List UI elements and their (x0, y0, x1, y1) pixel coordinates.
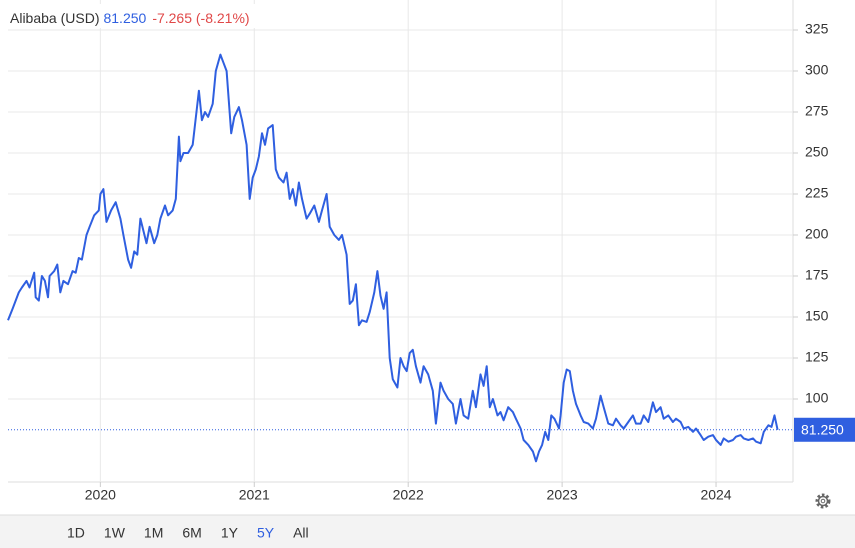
y-tick-label: 200 (805, 226, 829, 242)
last-price-box (794, 417, 855, 442)
gear-teeth[interactable] (815, 493, 831, 509)
y-tick-label: 125 (805, 349, 829, 365)
range-button[interactable]: 5Y (257, 525, 275, 541)
range-button[interactable]: 1Y (221, 525, 239, 541)
last-price-label: 81.250 (801, 421, 844, 437)
y-tick-label: 100 (805, 390, 829, 406)
gear-ring[interactable] (817, 495, 829, 507)
range-button[interactable]: All (293, 525, 309, 541)
header-change: -7.265 (-8.21%) (152, 10, 249, 26)
y-tick-label: 250 (805, 144, 829, 160)
header-bg (0, 4, 280, 28)
range-button[interactable]: 1W (104, 525, 126, 541)
header: Alibaba (USD) 81.250 -7.265 (-8.21%) (10, 10, 250, 26)
header-price: 81.250 (103, 10, 146, 26)
settings-icon[interactable] (815, 493, 831, 509)
y-tick-label: 225 (805, 185, 829, 201)
y-tick-label: 175 (805, 267, 829, 283)
y-tick-label: 275 (805, 103, 829, 119)
x-tick-label: 2021 (239, 487, 270, 503)
instrument-name: Alibaba (USD) (10, 10, 99, 26)
price-line (7, 53, 779, 463)
range-button[interactable]: 1M (144, 525, 163, 541)
grid (8, 0, 793, 482)
x-tick-label: 2022 (393, 487, 424, 503)
gear-hub[interactable] (820, 498, 826, 504)
y-tick-label: 150 (805, 308, 829, 324)
range-button[interactable]: 6M (182, 525, 201, 541)
y-tick-label: 300 (805, 62, 829, 78)
toolbar-bg (0, 515, 855, 548)
x-tick-label: 2023 (547, 487, 578, 503)
x-tick-label: 2024 (700, 487, 731, 503)
y-tick-label: 325 (805, 21, 829, 37)
x-tick-label: 2020 (85, 487, 116, 503)
range-button[interactable]: 1D (67, 525, 85, 541)
